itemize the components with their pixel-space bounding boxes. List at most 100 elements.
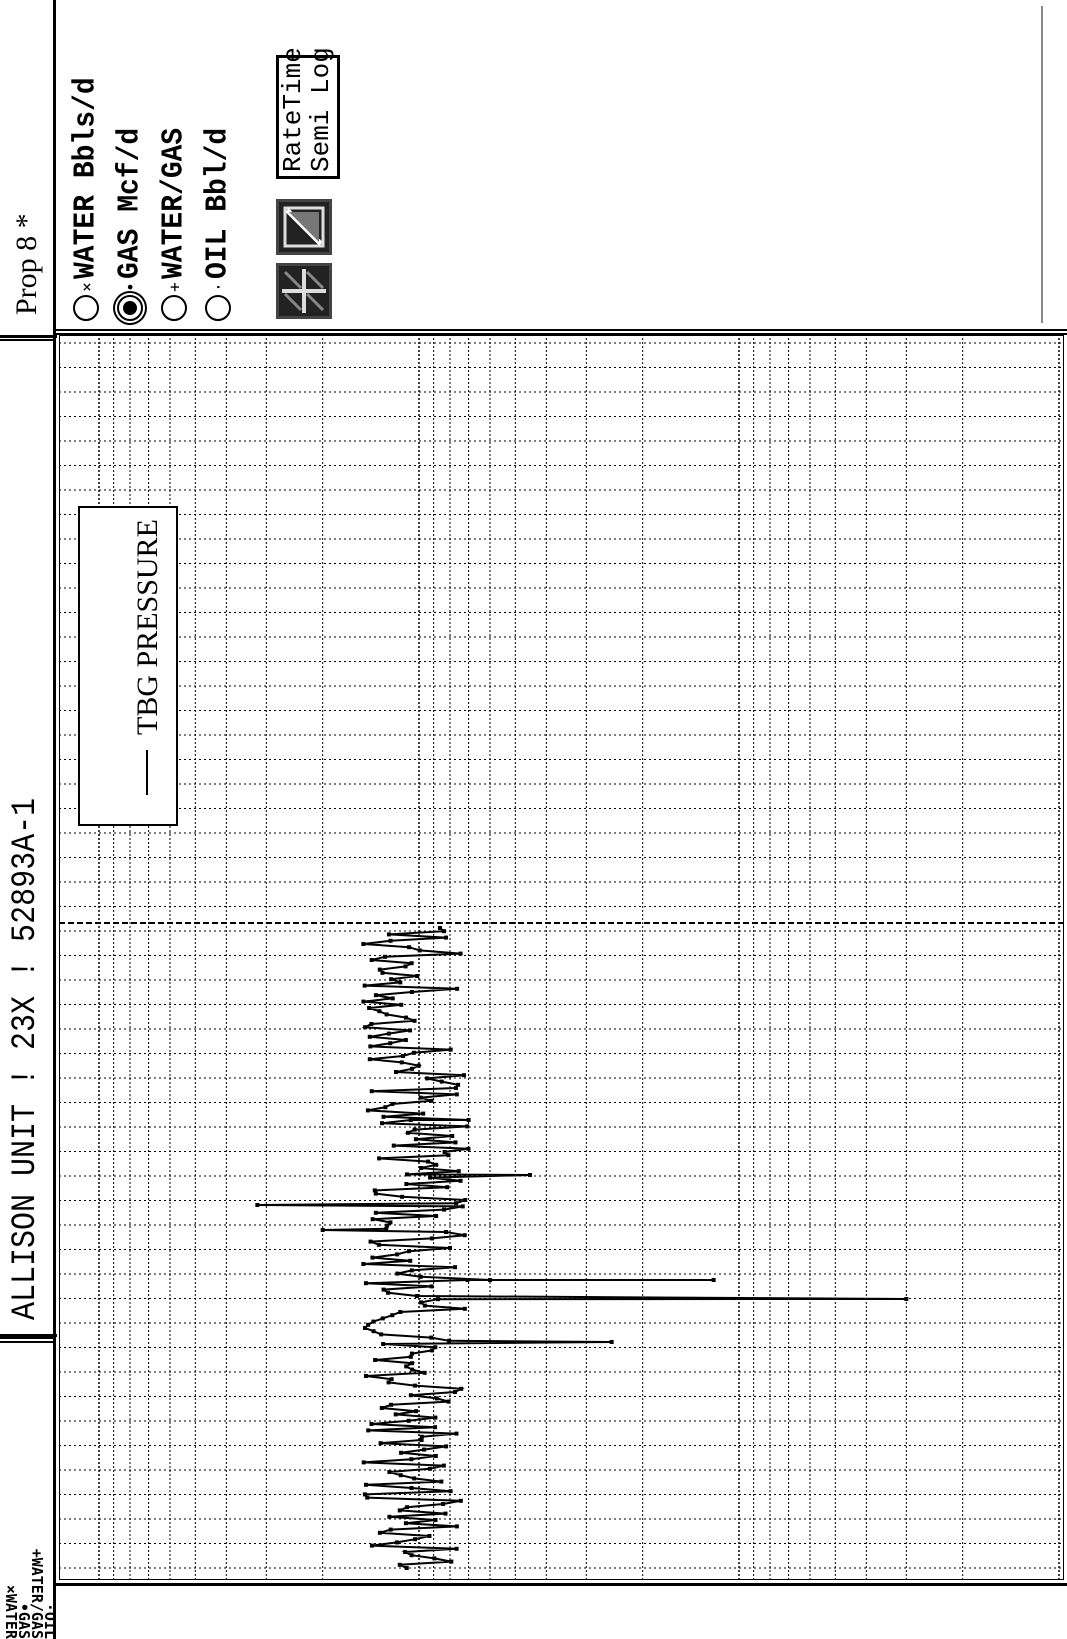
data-point — [527, 1173, 532, 1177]
data-point — [422, 1447, 427, 1452]
data-point — [377, 1156, 382, 1161]
data-point — [371, 1329, 376, 1334]
data-point — [445, 1185, 450, 1190]
data-point — [444, 935, 449, 940]
data-point — [367, 1034, 372, 1039]
data-point — [377, 967, 382, 972]
data-point — [391, 1143, 396, 1148]
chart-icon[interactable] — [276, 199, 332, 255]
data-point — [398, 980, 403, 985]
data-point — [404, 1182, 409, 1186]
data-point — [418, 1274, 423, 1279]
data-point — [459, 1386, 464, 1391]
data-point — [361, 1460, 366, 1465]
radio-button[interactable] — [161, 295, 187, 321]
series-marker: × — [76, 282, 96, 292]
chart-area: TBG PRESSURE — [59, 335, 1064, 1580]
legend-box — [78, 506, 178, 826]
data-point — [363, 1326, 368, 1330]
data-point — [405, 1130, 410, 1135]
data-point — [408, 1258, 413, 1263]
data-point — [458, 1498, 463, 1503]
data-point — [403, 1550, 408, 1554]
data-point — [414, 1294, 419, 1298]
data-point — [406, 1249, 411, 1254]
data-point — [419, 1434, 424, 1439]
data-point — [410, 1351, 415, 1356]
data-point — [367, 1057, 372, 1062]
data-point — [413, 1137, 418, 1142]
data-point — [433, 1425, 438, 1430]
data-point — [465, 1278, 470, 1282]
data-point — [412, 1018, 417, 1023]
data-point — [428, 1175, 433, 1180]
data-point — [390, 1102, 395, 1106]
data-point — [443, 1230, 448, 1234]
data-point — [320, 1228, 325, 1232]
data-point — [383, 1105, 388, 1110]
axis-strip: ×WATER •GAS +WATER/GAS ·OIL — [0, 1549, 1067, 1639]
mode-toggle-button[interactable]: RateTime Semi Log — [276, 47, 340, 179]
data-point — [369, 1089, 374, 1094]
data-point — [361, 1262, 366, 1266]
series-option-oil[interactable]: · OIL Bbl/d — [198, 0, 238, 329]
data-point — [404, 1172, 409, 1177]
legend-label: TBG PRESSURE — [131, 519, 164, 735]
divider — [0, 335, 56, 341]
data-point — [462, 1233, 467, 1238]
data-point — [394, 1540, 399, 1545]
data-point — [385, 1223, 390, 1228]
data-point — [386, 1380, 391, 1385]
data-point — [403, 1521, 408, 1526]
data-point — [456, 1082, 461, 1087]
data-point — [409, 1553, 414, 1558]
grid-icon[interactable] — [276, 263, 332, 319]
data-point — [378, 1441, 383, 1446]
data-point — [389, 977, 394, 982]
data-point — [447, 1246, 452, 1250]
data-point — [443, 1511, 448, 1516]
chart-svg: TBG PRESSURE — [59, 335, 1064, 1580]
data-point — [410, 1367, 415, 1372]
data-point — [255, 1203, 260, 1207]
data-point — [363, 1025, 368, 1030]
series-option-water[interactable]: × WATER Bbls/d — [66, 0, 106, 329]
plot-frame — [59, 335, 1064, 1580]
data-point — [436, 1297, 441, 1302]
radio-button[interactable] — [73, 295, 99, 321]
prop-title[interactable]: Prop 8 * — [10, 213, 43, 315]
series-option-gas[interactable]: • GAS Mcf/d — [110, 0, 150, 329]
data-point — [433, 1345, 438, 1350]
data-point — [609, 1340, 614, 1344]
data-point — [412, 1476, 417, 1481]
data-point — [393, 1412, 398, 1417]
data-point — [390, 1313, 395, 1318]
data-point — [416, 1063, 421, 1068]
data-point — [439, 1479, 444, 1484]
series-marker: • — [120, 282, 140, 292]
data-point — [441, 1502, 446, 1506]
data-point — [362, 983, 367, 988]
data-point — [406, 1418, 411, 1423]
data-point — [365, 1108, 370, 1113]
data-point — [487, 1278, 492, 1282]
series-option-label: WATER/GAS — [156, 127, 192, 279]
data-point — [448, 1047, 453, 1052]
radio-button[interactable] — [117, 295, 143, 321]
data-point — [458, 951, 463, 956]
data-point — [429, 1284, 434, 1289]
data-point — [419, 1438, 424, 1442]
axis-series-label: ·OIL — [41, 1602, 59, 1639]
radio-button[interactable] — [205, 295, 231, 321]
data-point — [421, 1111, 426, 1116]
data-point — [373, 1210, 378, 1215]
data-point — [456, 1169, 461, 1174]
mode-line-1: RateTime — [278, 47, 308, 172]
data-point — [368, 1044, 373, 1049]
data-point — [388, 1527, 393, 1532]
data-point — [368, 1239, 373, 1244]
data-point — [384, 1226, 389, 1231]
series-marker: · — [208, 282, 228, 292]
series-option-water-gas[interactable]: + WATER/GAS — [154, 0, 194, 329]
data-point — [465, 1124, 470, 1129]
